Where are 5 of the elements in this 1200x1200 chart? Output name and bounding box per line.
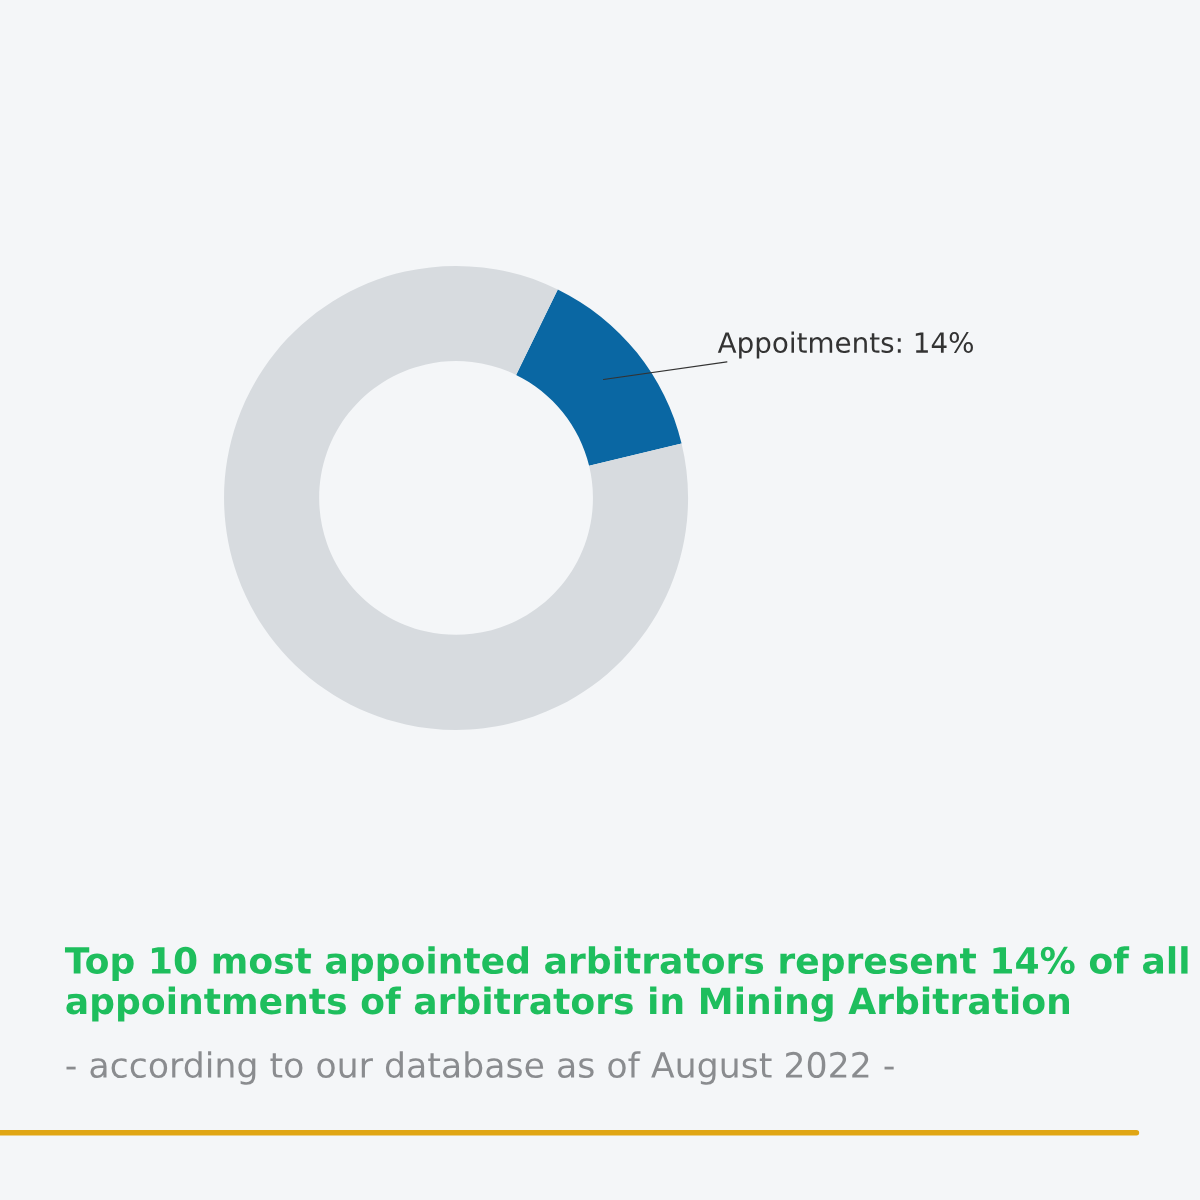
slice-label: Appoitments: 14% [717, 331, 973, 359]
text: Top 10 most appointed arbitrators represent 14% of all appointments of arbitrators in Mining Arbitration [64, 946, 1188, 1022]
text: - according to our database as of August 2022 - [66, 1051, 894, 1085]
donut-slice [224, 265, 689, 730]
donut-slice [516, 289, 682, 466]
